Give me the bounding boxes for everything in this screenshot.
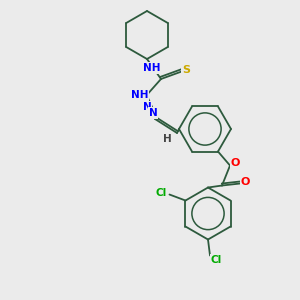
Text: Cl: Cl [210,254,222,265]
Text: N: N [148,108,158,118]
Text: NH: NH [131,90,149,100]
Text: O: O [240,176,250,187]
Text: Cl: Cl [156,188,167,197]
Text: S: S [182,65,190,75]
Text: O: O [230,158,240,167]
Text: H: H [163,134,171,144]
Text: N: N [142,102,152,112]
Text: NH: NH [143,63,161,73]
